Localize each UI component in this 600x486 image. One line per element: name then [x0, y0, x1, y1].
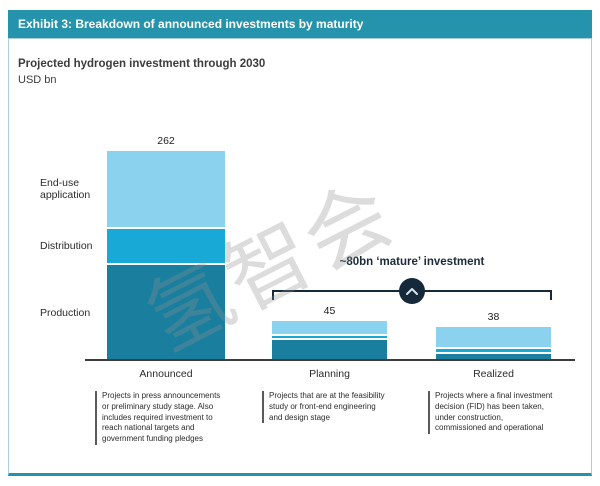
category-label-realized: Realized [473, 368, 514, 380]
series-label-production: Production [40, 306, 91, 319]
footnote-realized: Projects where a final investment decisi… [428, 391, 570, 435]
value-label-realized: 38 [487, 311, 500, 323]
segment-distribution [272, 336, 387, 338]
segment-end-use-application [272, 321, 387, 334]
chart-title: Projected hydrogen investment through 20… [18, 58, 266, 70]
series-label-end-use-application: End-use application [40, 177, 91, 201]
footnote-announced: Projects in press announcements or preli… [95, 391, 235, 445]
exhibit-header-band: Exhibit 3: Breakdown of announced invest… [8, 10, 592, 38]
annotation-bracket-left-tick [272, 290, 274, 300]
annotation-bracket-right-tick [550, 290, 552, 300]
value-label-announced: 262 [157, 135, 175, 147]
chart-unit-label: USD bn [18, 74, 57, 86]
category-label-planning: Planning [309, 368, 350, 380]
chevron-up-icon [399, 278, 425, 304]
segment-production [107, 265, 225, 360]
bar-announced [107, 151, 225, 360]
segment-production [272, 340, 387, 360]
category-label-announced: Announced [139, 368, 193, 380]
exhibit-title: Exhibit 3: Breakdown of announced invest… [18, 17, 364, 31]
value-label-planning: 45 [323, 305, 336, 317]
series-label-distribution: Distribution [40, 240, 93, 252]
segment-production [436, 354, 551, 360]
x-axis-line [85, 359, 575, 361]
chart-panel [8, 38, 592, 476]
segment-distribution [107, 229, 225, 263]
footnote-planning: Projects that are at the feasibility stu… [262, 391, 402, 424]
bar-realized [436, 327, 551, 360]
annotation-label: ~80bn ‘mature’ investment [339, 256, 485, 268]
segment-end-use-application [436, 327, 551, 347]
segment-distribution [436, 349, 551, 352]
segment-end-use-application [107, 151, 225, 227]
bar-planning [272, 321, 387, 360]
